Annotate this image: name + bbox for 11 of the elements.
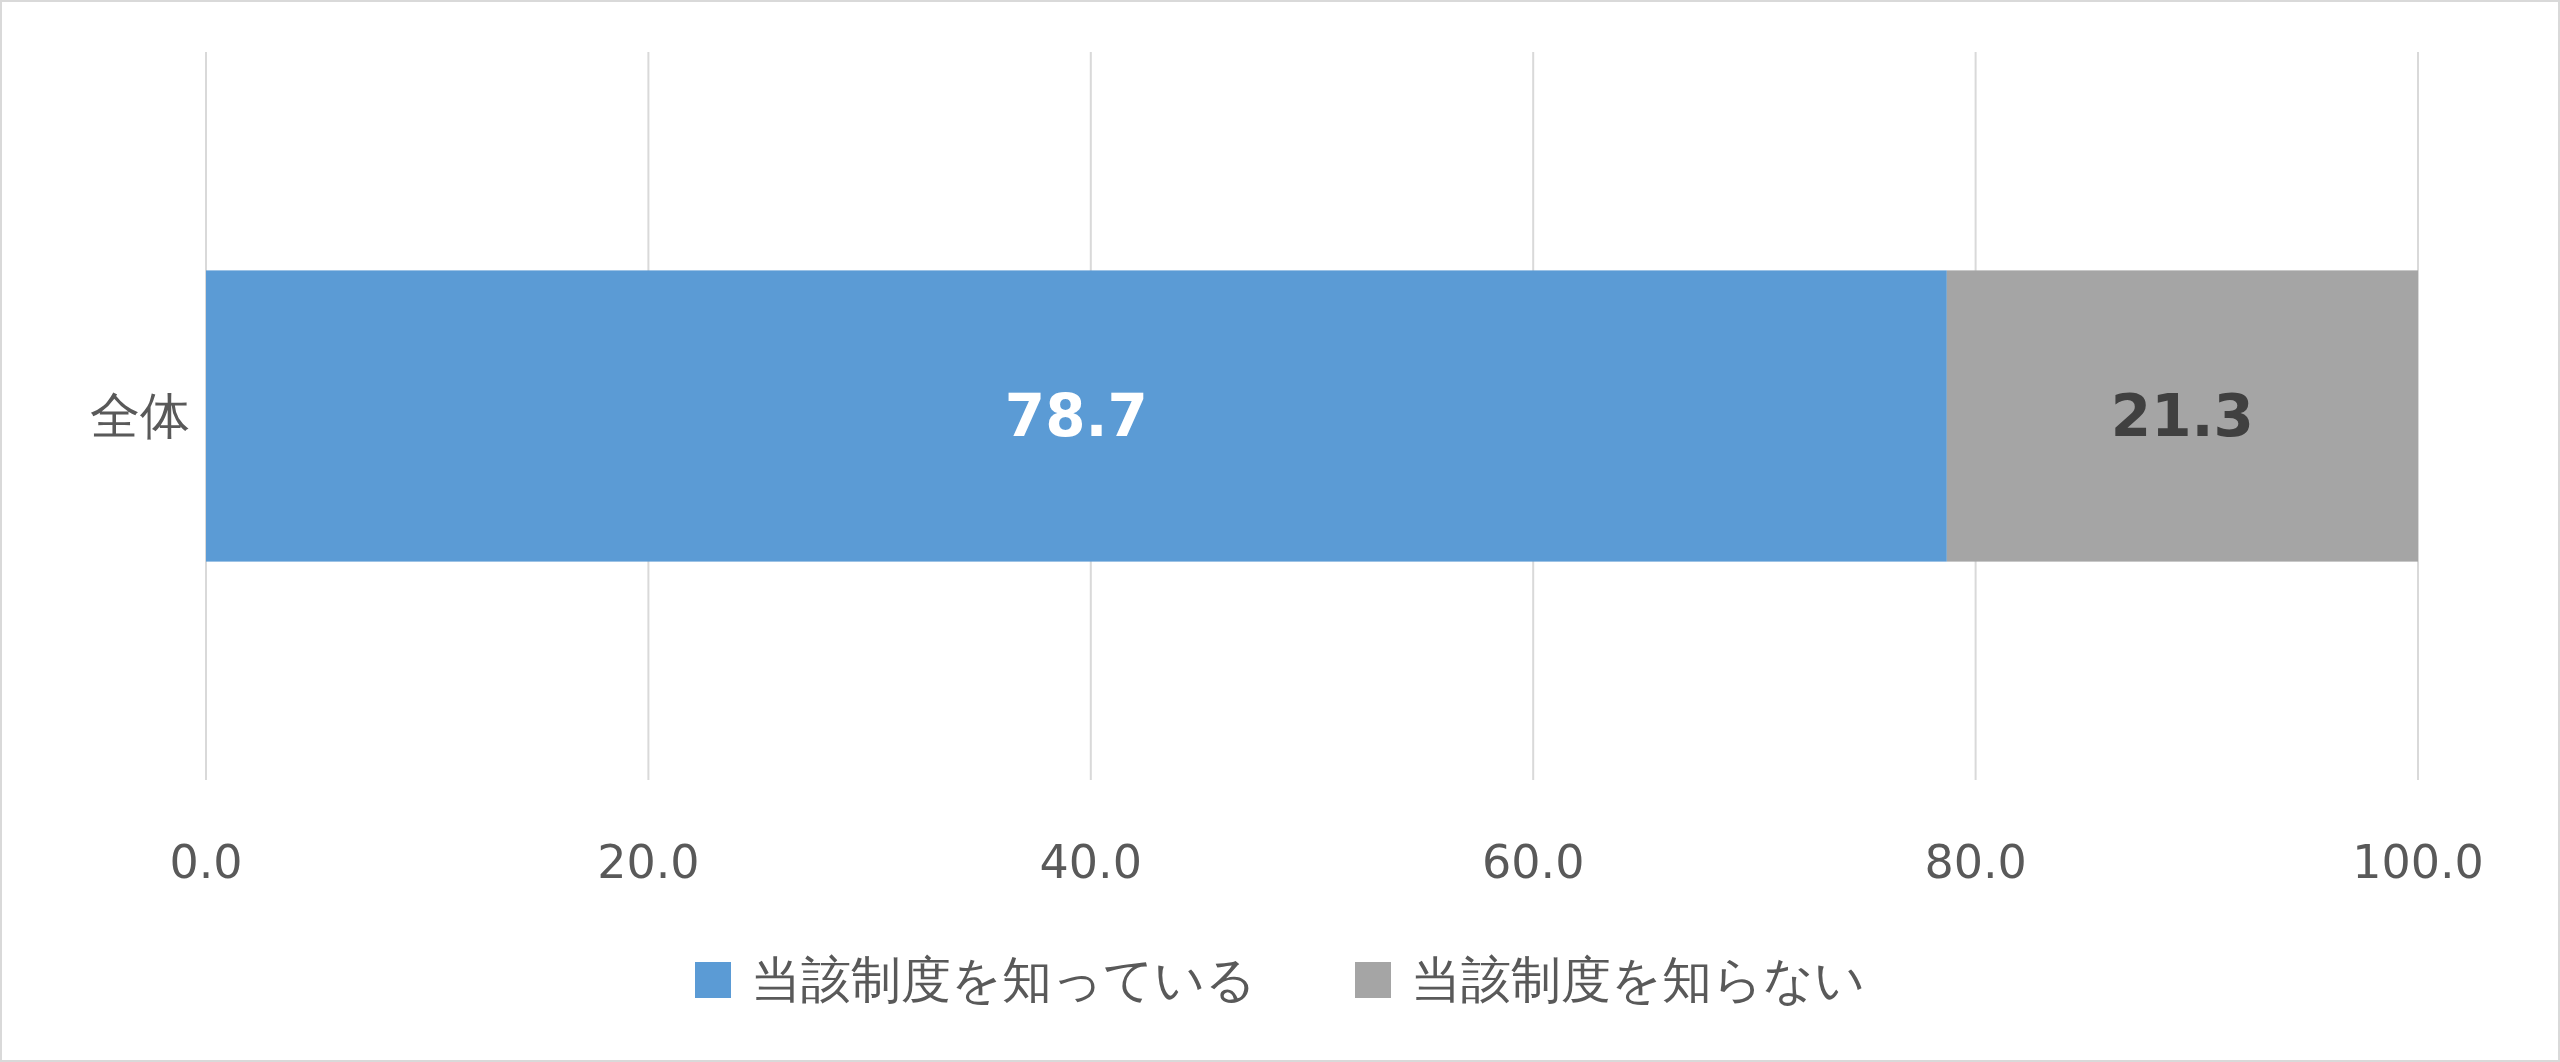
x-tick-label: 40.0 (1039, 835, 1143, 889)
y-tick-label: 全体 (90, 387, 190, 445)
data-label: 21.3 (2110, 382, 2254, 450)
x-tick-label: 60.0 (1481, 835, 1585, 889)
x-tick-label: 0.0 (169, 835, 243, 889)
x-tick-label: 100.0 (2352, 835, 2484, 889)
legend-label: 当該制度を知らない (1411, 951, 1865, 1009)
x-tick-label: 20.0 (597, 835, 700, 889)
data-label: 78.7 (1004, 382, 1148, 450)
legend-label: 当該制度を知っている (751, 951, 1256, 1009)
x-tick-label: 80.0 (1924, 835, 2027, 889)
